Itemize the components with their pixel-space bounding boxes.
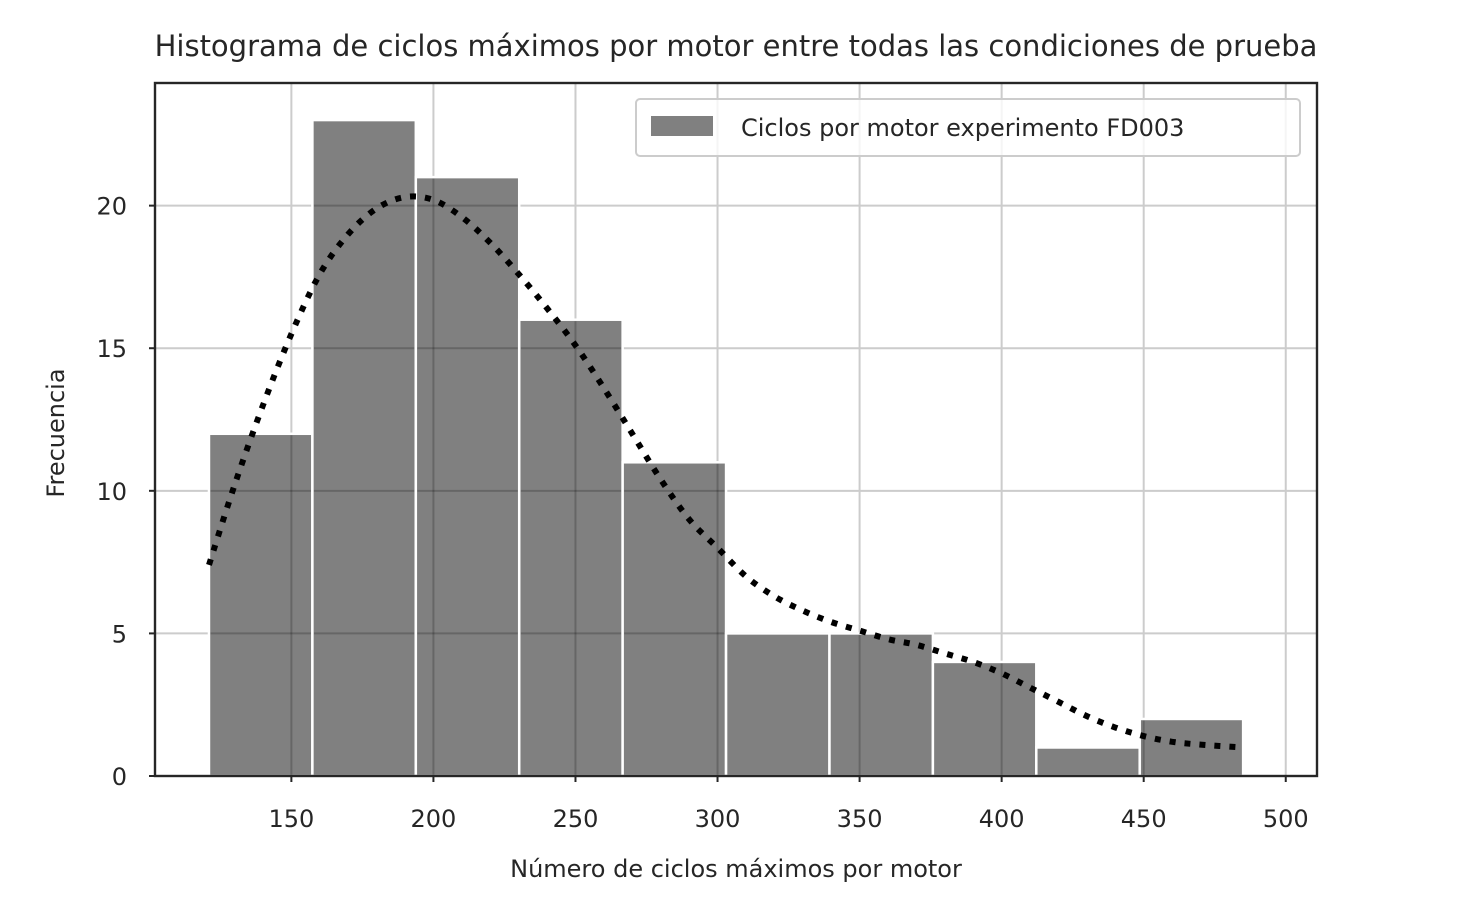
kde-curve-group (206, 193, 1244, 751)
x-tick-label: 250 (553, 805, 599, 833)
y-tick-label: 0 (112, 763, 127, 791)
histogram-bar (207, 432, 314, 778)
x-tick-label: 200 (411, 805, 457, 833)
histogram-bar (724, 632, 831, 778)
histogram-bar (931, 660, 1038, 778)
y-axis-label: Frecuencia (42, 368, 70, 497)
y-tick-label: 5 (112, 620, 127, 648)
x-tick-label: 400 (979, 805, 1025, 833)
legend-label: Ciclos por motor experimento FD003 (741, 114, 1184, 142)
histogram-bar (1035, 746, 1141, 778)
histogram-bar (414, 175, 521, 778)
histogram-bar (1138, 717, 1245, 778)
chart-title: Histograma de ciclos máximos por motor e… (155, 29, 1318, 63)
y-axis-ticks: 0 5 10 15 20 (96, 193, 155, 791)
y-tick-label: 20 (96, 193, 127, 221)
legend-box (635, 98, 1301, 157)
kde-curve (206, 193, 1244, 751)
legend-swatch (651, 116, 713, 136)
y-tick-label: 15 (96, 335, 127, 363)
plot-frame (153, 81, 1319, 778)
x-tick-label: 350 (837, 805, 883, 833)
x-axis-label: Número de ciclos máximos por motor (510, 855, 962, 883)
x-tick-label: 300 (695, 805, 741, 833)
x-tick-label: 150 (268, 805, 314, 833)
histogram-bar (828, 632, 935, 778)
x-tick-label: 450 (1121, 805, 1167, 833)
x-tick-label: 500 (1263, 805, 1309, 833)
histogram-bar (621, 461, 728, 778)
histogram-bar (311, 118, 418, 778)
y-tick-label: 10 (96, 478, 127, 506)
legend: Ciclos por motor experimento FD003 (635, 98, 1301, 157)
x-axis-ticks: 150 200 250 300 350 400 450 500 (268, 776, 1309, 833)
histogram-bar (517, 318, 624, 778)
histogram-bars (207, 118, 1245, 778)
